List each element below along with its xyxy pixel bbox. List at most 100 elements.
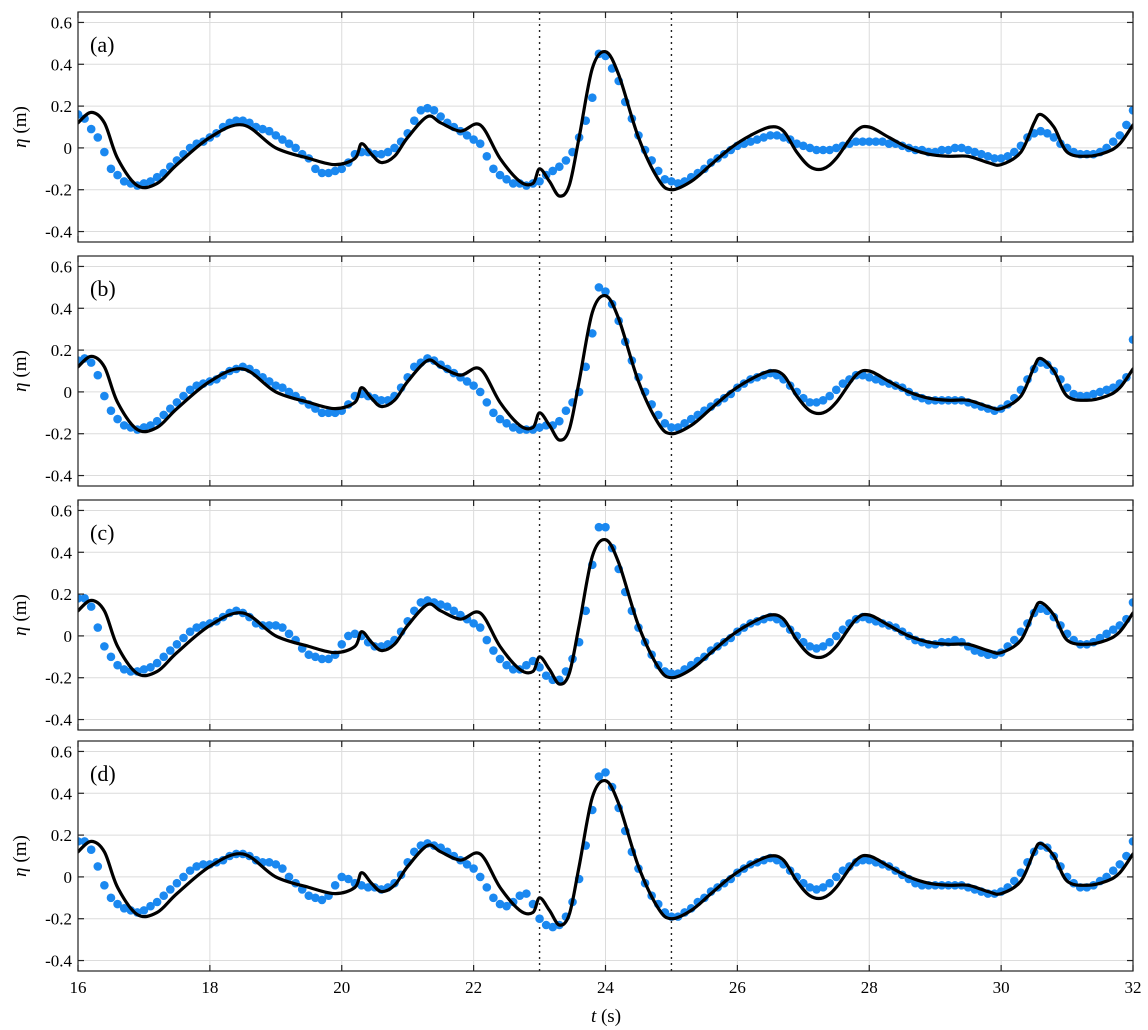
observation-point xyxy=(86,845,96,855)
model-line xyxy=(78,49,1133,198)
y-axis-var: η xyxy=(10,138,31,147)
observation-point xyxy=(192,623,201,632)
observation-point xyxy=(159,891,169,901)
observation-point xyxy=(330,408,340,418)
observation-point xyxy=(172,639,182,649)
observation-point xyxy=(805,642,815,651)
observation-point xyxy=(502,174,511,184)
observation-point xyxy=(937,145,947,155)
observation-point xyxy=(469,619,478,628)
y-tick-label: 0.6 xyxy=(51,13,72,32)
y-axis-unit: (m) xyxy=(10,835,31,867)
y-axis-label: η (m) xyxy=(10,106,31,148)
y-axis-var: η xyxy=(10,626,31,635)
observation-point xyxy=(311,652,320,662)
observation-point xyxy=(179,872,188,882)
observation-point xyxy=(113,660,122,670)
panel-0: -0.4 -0.2 0 0.2 0.4 0.6 η (m) (a) xyxy=(10,11,1134,243)
observation-point xyxy=(482,635,492,645)
observation-point xyxy=(304,891,314,901)
observation-point xyxy=(179,633,188,643)
observation-point xyxy=(996,154,1006,163)
y-axis-unit: (m) xyxy=(10,350,31,382)
observation-point xyxy=(502,901,511,911)
observation-point xyxy=(818,883,828,892)
observation-point xyxy=(680,418,689,428)
observation-point xyxy=(271,131,281,140)
observation-point xyxy=(152,658,162,668)
y-axis-label: η (m) xyxy=(10,835,31,877)
observation-point xyxy=(462,860,472,869)
y-tick-label: -0.2 xyxy=(45,425,72,444)
observation-point xyxy=(119,177,129,186)
observation-point xyxy=(1128,335,1133,344)
y-tick-label: 0.2 xyxy=(51,826,72,845)
observation-point xyxy=(100,391,109,401)
observation-point xyxy=(660,174,670,184)
observation-point xyxy=(825,391,834,401)
observation-point xyxy=(100,880,109,890)
observation-point xyxy=(673,179,683,188)
observation-point xyxy=(508,179,518,188)
observation-point xyxy=(594,772,604,781)
observation-point xyxy=(752,135,762,144)
observation-point xyxy=(1062,383,1072,393)
observation-point xyxy=(548,922,558,932)
observation-point xyxy=(146,421,155,430)
observation-point xyxy=(561,156,571,165)
y-tick-label: 0.6 xyxy=(51,742,72,761)
x-tick-label: 24 xyxy=(597,978,615,997)
observation-point xyxy=(469,135,478,144)
y-axis-label: η (m) xyxy=(10,594,31,636)
observation-point xyxy=(423,103,432,113)
observation-point xyxy=(442,602,452,611)
observation-point xyxy=(317,168,327,178)
observation-point xyxy=(825,637,834,647)
observation-point xyxy=(159,652,169,662)
observation-point xyxy=(475,139,485,149)
observation-point xyxy=(284,139,294,149)
observation-point xyxy=(588,93,597,103)
observation-point xyxy=(93,862,103,871)
observation-point xyxy=(324,168,333,178)
observation-point xyxy=(944,145,953,155)
y-tick-label: 0.4 xyxy=(51,543,73,562)
x-tick-label: 32 xyxy=(1125,978,1142,997)
observation-point xyxy=(166,646,175,655)
panel-3: -0.4 -0.2 0 0.2 0.4 0.6 16 18 20 22 24 26 28 30 32 η (m… xyxy=(10,740,1142,997)
observation-point xyxy=(264,857,274,867)
observation-point xyxy=(330,880,340,890)
observation-point xyxy=(344,874,353,884)
y-tick-label: -0.2 xyxy=(45,910,72,929)
y-tick-label: -0.2 xyxy=(45,181,72,200)
observation-point xyxy=(390,143,399,153)
observation-point xyxy=(317,895,327,905)
observation-point xyxy=(475,387,485,397)
y-axis-unit: (m) xyxy=(10,106,31,138)
x-tick-label: 22 xyxy=(465,978,482,997)
observation-point xyxy=(337,872,347,882)
observation-point xyxy=(970,147,980,157)
observation-point xyxy=(324,408,333,418)
observation-point xyxy=(963,145,973,155)
observation-point xyxy=(271,621,281,630)
observation-point xyxy=(264,621,274,630)
observation-point xyxy=(858,137,867,146)
observation-point xyxy=(825,145,834,155)
observation-point xyxy=(198,860,208,869)
observation-point xyxy=(812,145,821,155)
observation-point xyxy=(502,660,511,670)
observation-point xyxy=(317,408,327,418)
observation-point xyxy=(1069,389,1078,399)
observation-point xyxy=(831,385,841,395)
observation-point xyxy=(152,416,162,426)
observation-point xyxy=(264,126,274,136)
observation-point xyxy=(139,906,149,915)
observation-point xyxy=(831,631,841,641)
observation-point xyxy=(264,377,274,386)
observation-point xyxy=(515,891,525,901)
y-tick-label: 0.4 xyxy=(51,55,73,74)
observation-point xyxy=(337,164,347,174)
y-axis-var: η xyxy=(10,382,31,391)
observation-point xyxy=(482,883,492,892)
